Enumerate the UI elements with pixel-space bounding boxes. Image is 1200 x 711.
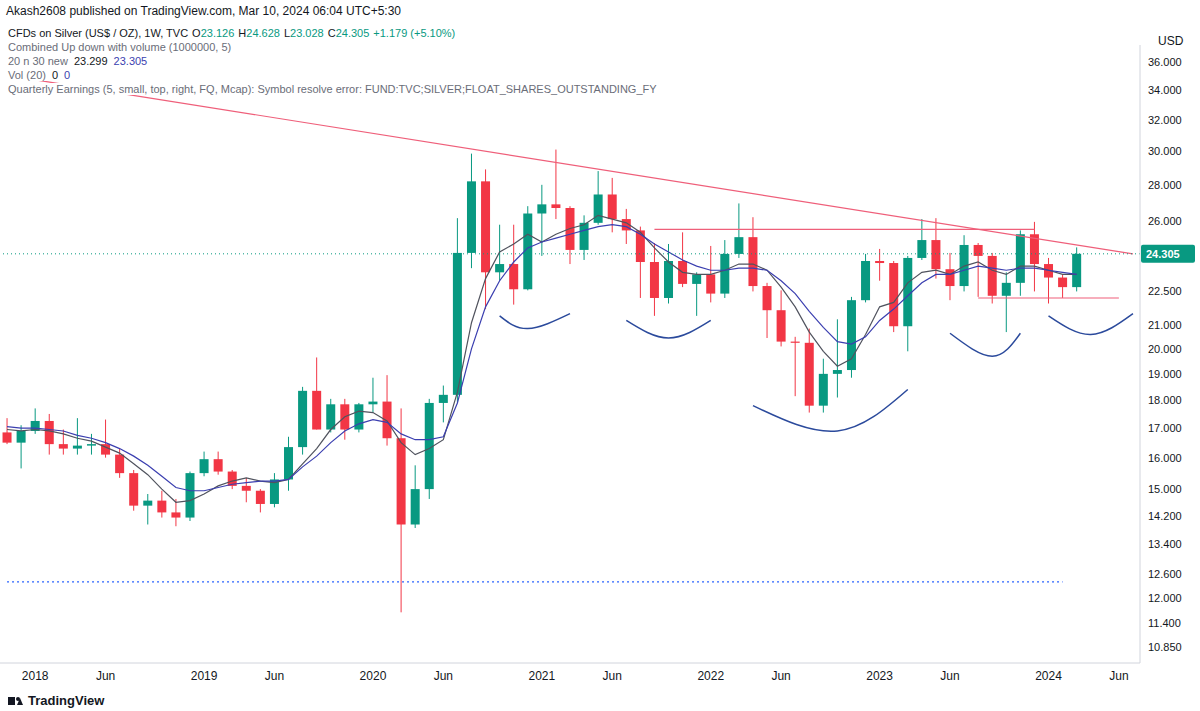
html-text:23.299: 23.299 — [73, 55, 108, 67]
svg-text:Jun: Jun — [265, 669, 284, 683]
svg-text:14.200: 14.200 — [1148, 510, 1182, 522]
svg-text:2020: 2020 — [360, 669, 387, 683]
svg-text:Jun: Jun — [96, 669, 115, 683]
html-text:Quarterly Earnings (5, small,: Quarterly Earnings (5, small, top, right… — [8, 83, 657, 95]
svg-text:10.850: 10.850 — [1148, 641, 1182, 653]
svg-text:17.000: 17.000 — [1148, 422, 1182, 434]
svg-text:Jun: Jun — [771, 669, 790, 683]
svg-text:12.000: 12.000 — [1148, 592, 1182, 604]
html-text:CFDs on Silver (US$ / OZ), 1W,: CFDs on Silver (US$ / OZ), 1W, TVC O 23.… — [8, 27, 456, 39]
svg-text:2021: 2021 — [529, 669, 556, 683]
html-text:Akash2608 published on Trading: Akash2608 published on TradingView.com, … — [6, 4, 401, 18]
svg-text:2023: 2023 — [866, 669, 893, 683]
svg-text:2022: 2022 — [697, 669, 724, 683]
html-text:TradingView: TradingView — [28, 693, 105, 708]
html-text:0: 0 — [64, 69, 71, 81]
svg-text:2019: 2019 — [191, 669, 218, 683]
svg-text:19.000: 19.000 — [1148, 368, 1182, 380]
svg-text:Jun: Jun — [940, 669, 959, 683]
svg-text:22.500: 22.500 — [1148, 285, 1182, 297]
svg-text:11.400: 11.400 — [1148, 617, 1181, 629]
html-text:23.305: 23.305 — [113, 55, 148, 67]
html-text:USD: USD — [1158, 34, 1184, 48]
svg-text:Jun: Jun — [1109, 669, 1128, 683]
html-text:0: 0 — [51, 69, 58, 81]
svg-text:30.000: 30.000 — [1148, 145, 1182, 157]
svg-text:12.600: 12.600 — [1148, 568, 1182, 580]
svg-text:15.000: 15.000 — [1148, 483, 1182, 495]
svg-text:28.000: 28.000 — [1148, 179, 1182, 191]
svg-text:21.000: 21.000 — [1148, 319, 1182, 331]
svg-text:Jun: Jun — [603, 669, 622, 683]
html-text:Vol (20): Vol (20) — [8, 69, 46, 81]
svg-text:16.000: 16.000 — [1148, 452, 1182, 464]
svg-text:2018: 2018 — [22, 669, 49, 683]
svg-text:34.000: 34.000 — [1148, 84, 1182, 96]
svg-text:32.000: 32.000 — [1148, 114, 1182, 126]
svg-text:2024: 2024 — [1035, 669, 1062, 683]
svg-text:26.000: 26.000 — [1148, 215, 1182, 227]
html-text:Combined Up down with volume (: Combined Up down with volume (1000000, 5… — [8, 41, 232, 53]
svg-text:18.000: 18.000 — [1148, 394, 1182, 406]
svg-text:Jun: Jun — [434, 669, 453, 683]
svg-text:20.000: 20.000 — [1148, 343, 1182, 355]
html-text:20 n 30 new: 20 n 30 new — [8, 55, 68, 67]
svg-text:36.000: 36.000 — [1148, 56, 1182, 68]
svg-text:24.305: 24.305 — [1146, 248, 1180, 260]
svg-text:13.400: 13.400 — [1148, 538, 1182, 550]
